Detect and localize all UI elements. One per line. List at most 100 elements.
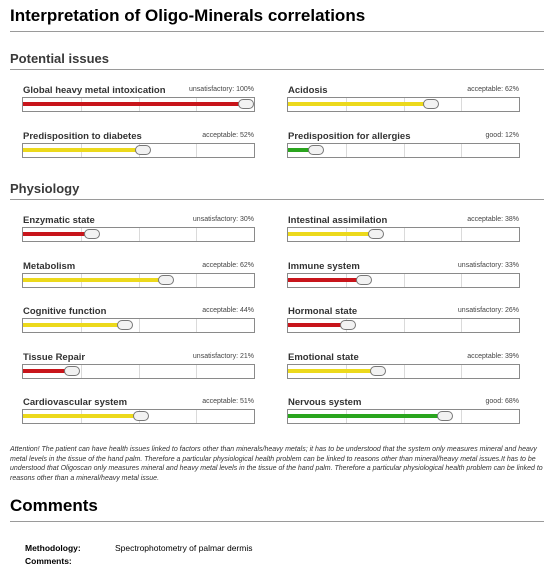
gauge-gridline [461, 228, 462, 241]
page-title: Interpretation of Oligo-Minerals correla… [10, 6, 544, 32]
gauge-handle [238, 99, 254, 109]
gauge-label: Predisposition for allergies [288, 130, 411, 142]
gauge-card: Hormonal state unsatisfactory: 26% [287, 306, 520, 342]
section-title-physiology: Physiology [10, 181, 544, 200]
gauge-status: acceptable: 44% [202, 307, 254, 314]
gauge-fill [23, 414, 141, 418]
gauge-label: Cognitive function [23, 306, 107, 317]
gauge-handle [423, 99, 440, 109]
gauge-handle [307, 144, 324, 155]
gauge-gridline [346, 143, 347, 157]
gauge-label: Tissue Repair [23, 351, 86, 363]
gauge-fill [288, 102, 432, 106]
gauge-card: Cognitive function acceptable: 44% [22, 306, 255, 342]
gauge-gridline [139, 364, 140, 378]
gauge-label: Immune system [288, 260, 360, 272]
gauge-gridline [461, 273, 462, 287]
gauge-label: Global heavy metal intoxication [23, 85, 166, 96]
gauge-track [22, 142, 255, 158]
gauge-handle [84, 229, 101, 239]
gauge-gridline [196, 273, 197, 287]
gauge-gridline [404, 364, 405, 378]
gauge-fill [288, 232, 376, 236]
gauge-track [287, 409, 520, 424]
gauge-track [287, 97, 520, 112]
gauge-card: Intestinal assimilation acceptable: 38% [287, 215, 520, 251]
gauge-gridline [461, 410, 462, 423]
gauge-label: Nervous system [288, 397, 362, 408]
gauge-status: acceptable: 38% [467, 216, 519, 223]
gauge-gridline [461, 143, 462, 157]
gauge-gridline [461, 364, 462, 378]
gauge-track [22, 409, 255, 424]
gauge-card: Predisposition for allergies good: 12% [287, 131, 520, 167]
gauge-status: unsatisfactory: 30% [192, 216, 254, 223]
gauge-fill [23, 232, 93, 236]
gauge-fill [23, 277, 167, 282]
gauge-track [22, 97, 255, 112]
gauge-fill [23, 368, 72, 373]
gauge-track [22, 318, 255, 333]
gauge-handle [116, 320, 133, 330]
gauge-status: unsatisfactory: 100% [189, 86, 254, 93]
gauge-gridline [196, 319, 197, 332]
methodology-value: Spectrophotometry of palmar dermis [115, 543, 253, 553]
gauge-track [287, 142, 520, 158]
gauge-track [287, 227, 520, 242]
gauge-handle [158, 274, 175, 285]
gauge-label: Hormonal state [288, 306, 358, 317]
gauge-handle [370, 365, 387, 376]
gauge-fill [23, 102, 246, 106]
gauge-gridline [404, 273, 405, 287]
gauge-label: Predisposition to diabetes [23, 130, 142, 142]
gauge-gridline [81, 364, 82, 378]
gauge-gridline [404, 228, 405, 241]
gauge-gridline [461, 319, 462, 332]
gauge-card: Global heavy metal intoxication unsatisfa… [22, 85, 255, 121]
gauge-track [22, 363, 255, 379]
gauge-gridline [461, 98, 462, 111]
gauge-card: Nervous system good: 68% [287, 397, 520, 433]
gauge-fill [23, 323, 125, 327]
gauge-track [287, 363, 520, 379]
gauge-handle [367, 229, 384, 239]
gauge-handle [340, 320, 357, 330]
gauge-gridline [196, 364, 197, 378]
gauge-track [287, 272, 520, 288]
gauge-status: good: 68% [485, 398, 519, 405]
gauge-card: Enzymatic state unsatisfactory: 30% [22, 215, 255, 251]
comments-title: Comments [10, 496, 544, 522]
gauge-status: unsatisfactory: 21% [192, 352, 254, 360]
gauge-fill [23, 147, 144, 152]
gauge-gridline [196, 228, 197, 241]
gauge-handle [132, 411, 149, 421]
gauge-label: Emotional state [288, 351, 359, 363]
gauge-gridline [196, 143, 197, 157]
gauge-gridline [139, 228, 140, 241]
section-title-potential-issues: Potential issues [10, 51, 544, 70]
gauge-fill [288, 368, 379, 373]
gauge-handle [63, 365, 80, 376]
gauge-label: Metabolism [23, 260, 76, 272]
gauge-gridline [139, 319, 140, 332]
gauge-gridline [196, 410, 197, 423]
gauge-card: Immune system unsatisfactory: 33% [287, 261, 520, 297]
methodology-label: Methodology: [25, 543, 81, 553]
gauge-label: Acidosis [288, 85, 328, 96]
gauge-fill [288, 147, 316, 152]
gauge-fill [288, 277, 365, 282]
gauge-card: Predisposition to diabetes acceptable: 52… [22, 131, 255, 167]
gauge-status: acceptable: 39% [467, 352, 519, 360]
gauge-gridline [404, 319, 405, 332]
gauge-status: good: 12% [485, 131, 519, 139]
gauge-handle [356, 274, 373, 285]
gauge-label: Enzymatic state [23, 215, 95, 226]
gauge-status: unsatisfactory: 26% [457, 307, 519, 314]
gauge-status: unsatisfactory: 33% [457, 261, 519, 269]
gauge-card: Tissue Repair unsatisfactory: 21% [22, 352, 255, 388]
gauge-card: Cardiovascular system acceptable: 51% [22, 397, 255, 433]
gauge-handle [135, 144, 152, 155]
comments-label: Comments: [25, 556, 72, 566]
gauge-card: Emotional state acceptable: 39% [287, 352, 520, 388]
gauge-label: Cardiovascular system [23, 397, 128, 408]
